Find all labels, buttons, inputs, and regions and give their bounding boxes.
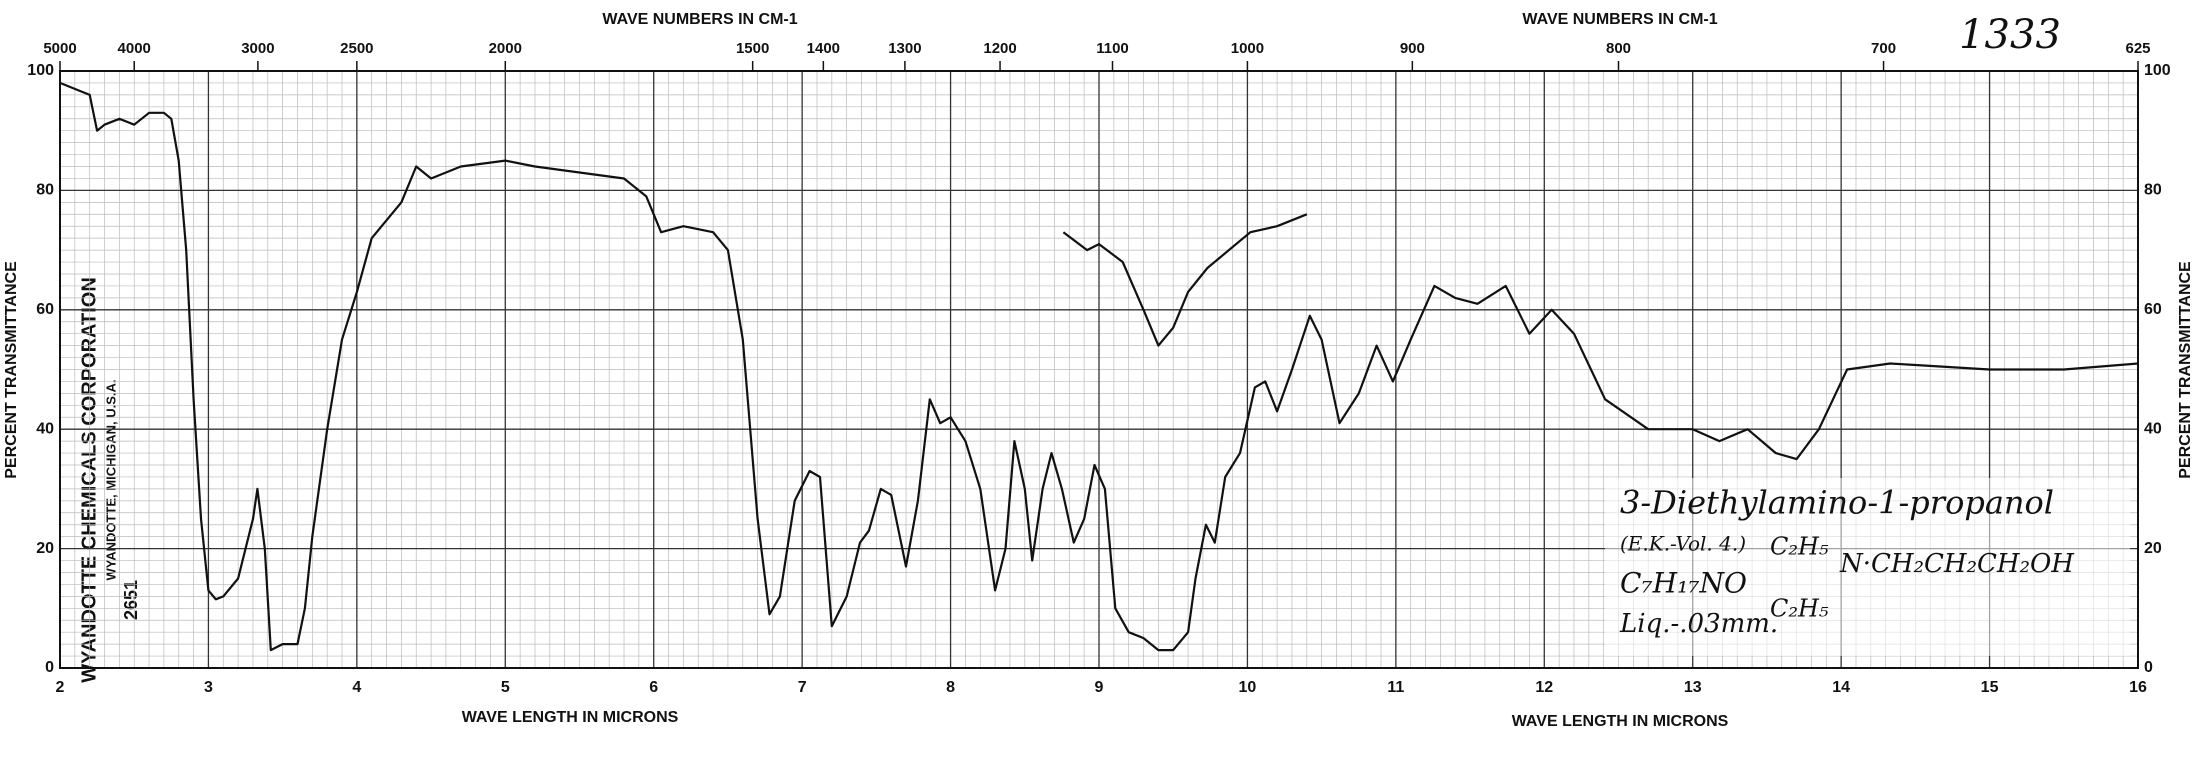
x2-tick-label: 800: [1606, 40, 1631, 57]
x-tick-label: 5: [501, 679, 510, 696]
y2-tick-label: 60: [2144, 301, 2162, 318]
x-tick-label: 10: [1239, 679, 1257, 696]
y2-tick-label: 80: [2144, 182, 2162, 199]
x2-tick-label: 5000: [43, 40, 76, 57]
x-tick-label: 9: [1095, 679, 1104, 696]
y2-axis-label: PERCENT TRANSMITTANCE: [2177, 261, 2194, 479]
x-tick-label: 7: [798, 679, 807, 696]
x2-tick-label: 1100: [1096, 40, 1129, 57]
group-1: C₂H₅: [1770, 533, 1829, 561]
x-tick-label: 11: [1387, 679, 1404, 696]
formula: C₇H₁₇NO: [1620, 567, 1747, 600]
chain: N·CH₂CH₂CH₂OH: [1839, 549, 2075, 579]
x-tick-label: 12: [1535, 679, 1553, 696]
compound: 3-Diethylamino-1-propanol: [1620, 484, 2054, 522]
y2-tick-label: 0: [2144, 659, 2153, 676]
y-tick-label: 60: [36, 301, 54, 318]
x2-tick-label: 1500: [736, 40, 769, 57]
y-axis-label: PERCENT TRANSMITTANCE: [3, 261, 20, 479]
x-axis-label: WAVE LENGTH IN MICRONS: [1512, 713, 1729, 730]
y2-tick-label: 100: [2144, 62, 2171, 79]
y-tick-label: 0: [45, 659, 54, 676]
x2-tick-label: 2000: [489, 40, 522, 57]
y-tick-label: 100: [27, 62, 54, 79]
x2-tick-label: 1400: [807, 40, 840, 57]
x-tick-label: 15: [1981, 679, 1999, 696]
y-tick-label: 40: [36, 420, 54, 437]
x2-tick-label: 3000: [241, 40, 274, 57]
x-tick-label: 14: [1832, 679, 1850, 696]
x-tick-label: 6: [649, 679, 658, 696]
x-tick-label: 4: [352, 679, 361, 696]
annotation-box: [1605, 478, 2130, 656]
x2-tick-label: 625: [2125, 40, 2150, 57]
y2-tick-label: 20: [2144, 540, 2162, 557]
x2-tick-label: 700: [1871, 40, 1896, 57]
top-axis-label: WAVE NUMBERS IN CM-1: [602, 11, 797, 28]
x-tick-label: 3: [204, 679, 213, 696]
source: (E.K.-Vol. 4.): [1620, 532, 1746, 556]
x2-tick-label: 1200: [983, 40, 1016, 57]
x-tick-label: 16: [2129, 679, 2147, 696]
group-2: C₂H₅: [1770, 595, 1829, 623]
spectrum-number: 1333: [1959, 12, 2061, 58]
x2-tick-label: 1300: [888, 40, 921, 57]
company: WYANDOTTE CHEMICALS CORPORATION: [78, 277, 100, 683]
spectrum-line: [1062, 213, 1308, 347]
top-axis-label: WAVE NUMBERS IN CM-1: [1522, 11, 1717, 28]
plot-frame: [59, 70, 2139, 669]
x-axis-label: WAVE LENGTH IN MICRONS: [462, 709, 679, 726]
sample: Liq.-.03mm.: [1619, 609, 1778, 639]
spectrum-line: [59, 81, 2139, 652]
x2-tick-label: 1000: [1231, 40, 1264, 57]
x2-tick-label: 2500: [340, 40, 373, 57]
x2-tick-label: 4000: [118, 40, 151, 57]
x-tick-label: 2: [56, 679, 65, 696]
y2-tick-label: 40: [2144, 420, 2162, 437]
y-tick-label: 20: [36, 540, 54, 557]
company-location: WYANDOTTE, MICHIGAN, U.S.A.: [103, 379, 118, 580]
x-tick-label: 8: [946, 679, 955, 696]
x-tick-label: 13: [1684, 679, 1702, 696]
catalog-number: 2651: [121, 580, 141, 620]
x2-tick-label: 900: [1400, 40, 1425, 57]
y-tick-label: 80: [36, 182, 54, 199]
